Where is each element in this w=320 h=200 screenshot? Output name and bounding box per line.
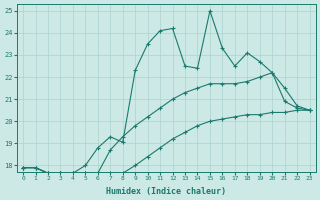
X-axis label: Humidex (Indice chaleur): Humidex (Indice chaleur) (106, 187, 226, 196)
